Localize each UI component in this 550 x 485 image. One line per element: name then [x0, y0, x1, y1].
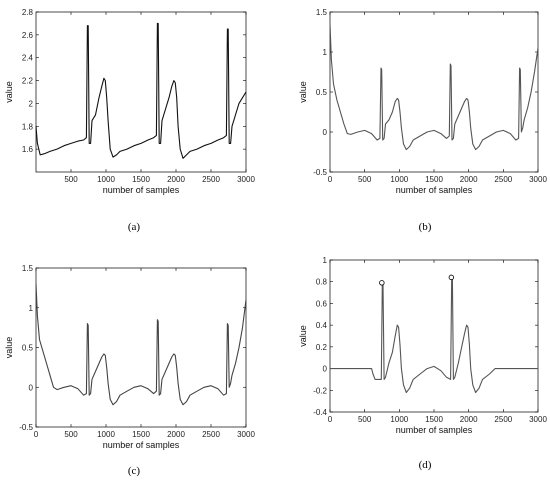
- series-line: [35, 283, 247, 406]
- x-tick-label: 1000: [97, 175, 115, 184]
- x-tick-label: 0: [328, 415, 333, 424]
- x-tick-label: 1500: [425, 415, 443, 424]
- y-tick-label: 0.8: [316, 278, 328, 287]
- chart-panel-2: 0 500 1000 1500 2000 2500 3000-0.500.511.5numb…: [298, 8, 547, 233]
- y-tick-label: -0.5: [19, 423, 33, 432]
- y-tick-label: 2.8: [22, 8, 34, 17]
- y-tick-label: 0.2: [316, 343, 328, 352]
- x-tick-label: 500: [358, 175, 372, 184]
- chart-panel-3: 0 500 1000 1500 2000 2500 3000-0.500.511.5numb…: [4, 264, 255, 477]
- y-axis-label: value: [298, 81, 308, 103]
- y-tick-label: 0: [29, 383, 34, 392]
- plot-frame: [329, 259, 539, 413]
- y-axis-label: value: [298, 325, 308, 347]
- y-tick-label: -0.5: [313, 168, 327, 177]
- x-axis-label: number of samples: [396, 425, 473, 435]
- y-axis-label: value: [4, 337, 14, 359]
- chart-panel-1: 500 1000 1500 2000 2500 3000 1.6 1.8 2 2.2 2.4 2.6 2…: [4, 8, 255, 233]
- plot-frame: [35, 267, 247, 428]
- y-tick-label: 0.5: [22, 344, 34, 353]
- y-tick-label: 1.5: [22, 264, 34, 273]
- x-tick-label: 500: [64, 430, 78, 439]
- panel-label: (c): [128, 465, 141, 477]
- peak-marker: [448, 274, 455, 281]
- panel-label: (b): [419, 221, 432, 233]
- y-tick-label: 1: [29, 304, 34, 313]
- x-tick-label: 2500: [202, 175, 220, 184]
- x-tick-label: 2500: [202, 430, 220, 439]
- x-axis-label: number of samples: [396, 185, 473, 195]
- x-tick-label: 0: [34, 430, 39, 439]
- y-tick-label: 0.4: [316, 321, 328, 330]
- series-line: [35, 22, 247, 159]
- y-tick-label: -0.4: [313, 408, 327, 417]
- y-tick-label: 2.4: [22, 54, 34, 63]
- plot-frame: [35, 11, 247, 173]
- x-tick-label: 3000: [529, 415, 547, 424]
- x-tick-label: 500: [358, 415, 372, 424]
- y-tick-label: 1.6: [22, 145, 34, 154]
- x-tick-label: 1000: [390, 175, 408, 184]
- y-tick-label: 1.8: [22, 122, 34, 131]
- x-tick-label: 2000: [460, 175, 478, 184]
- x-tick-label: 3000: [237, 175, 255, 184]
- series-line: [330, 276, 538, 394]
- x-tick-label: 1500: [425, 175, 443, 184]
- y-tick-label: 0.5: [316, 88, 328, 97]
- x-tick-label: 2000: [167, 175, 185, 184]
- x-tick-label: 500: [64, 175, 78, 184]
- x-tick-label: 1500: [132, 175, 150, 184]
- x-tick-label: 0: [328, 175, 333, 184]
- x-axis-label: number of samples: [103, 440, 180, 450]
- x-tick-label: 2500: [494, 415, 512, 424]
- y-tick-label: 1: [323, 48, 328, 57]
- x-tick-label: 1000: [97, 430, 115, 439]
- y-tick-label: 1: [323, 256, 328, 265]
- x-tick-label: 2000: [460, 415, 478, 424]
- y-tick-label: 1.5: [316, 8, 328, 17]
- y-tick-label: 0: [323, 365, 328, 374]
- y-tick-label: 2: [29, 99, 34, 108]
- panel-label: (a): [128, 221, 141, 233]
- x-tick-label: 2000: [167, 430, 185, 439]
- plot-frame: [329, 11, 539, 173]
- y-tick-label: 2.6: [22, 31, 34, 40]
- series-line: [329, 23, 539, 151]
- y-tick-label: 0: [323, 128, 328, 137]
- x-tick-label: 2500: [494, 175, 512, 184]
- x-tick-label: 1500: [132, 430, 150, 439]
- chart-panel-4: 0 500 1000 1500 2000 2500 3000 -0.4 -0.2 0 0.2 0.4 0…: [298, 256, 547, 471]
- peak-marker: [379, 280, 385, 286]
- y-axis-label: value: [4, 81, 14, 103]
- panel-label: (d): [419, 459, 432, 471]
- y-tick-label: -0.2: [313, 386, 327, 395]
- y-tick-label: 0.6: [316, 299, 328, 308]
- y-tick-label: 2.2: [22, 77, 34, 86]
- x-axis-label: number of samples: [103, 185, 180, 195]
- x-tick-label: 1000: [390, 415, 408, 424]
- x-tick-label: 3000: [529, 175, 547, 184]
- x-tick-label: 3000: [237, 430, 255, 439]
